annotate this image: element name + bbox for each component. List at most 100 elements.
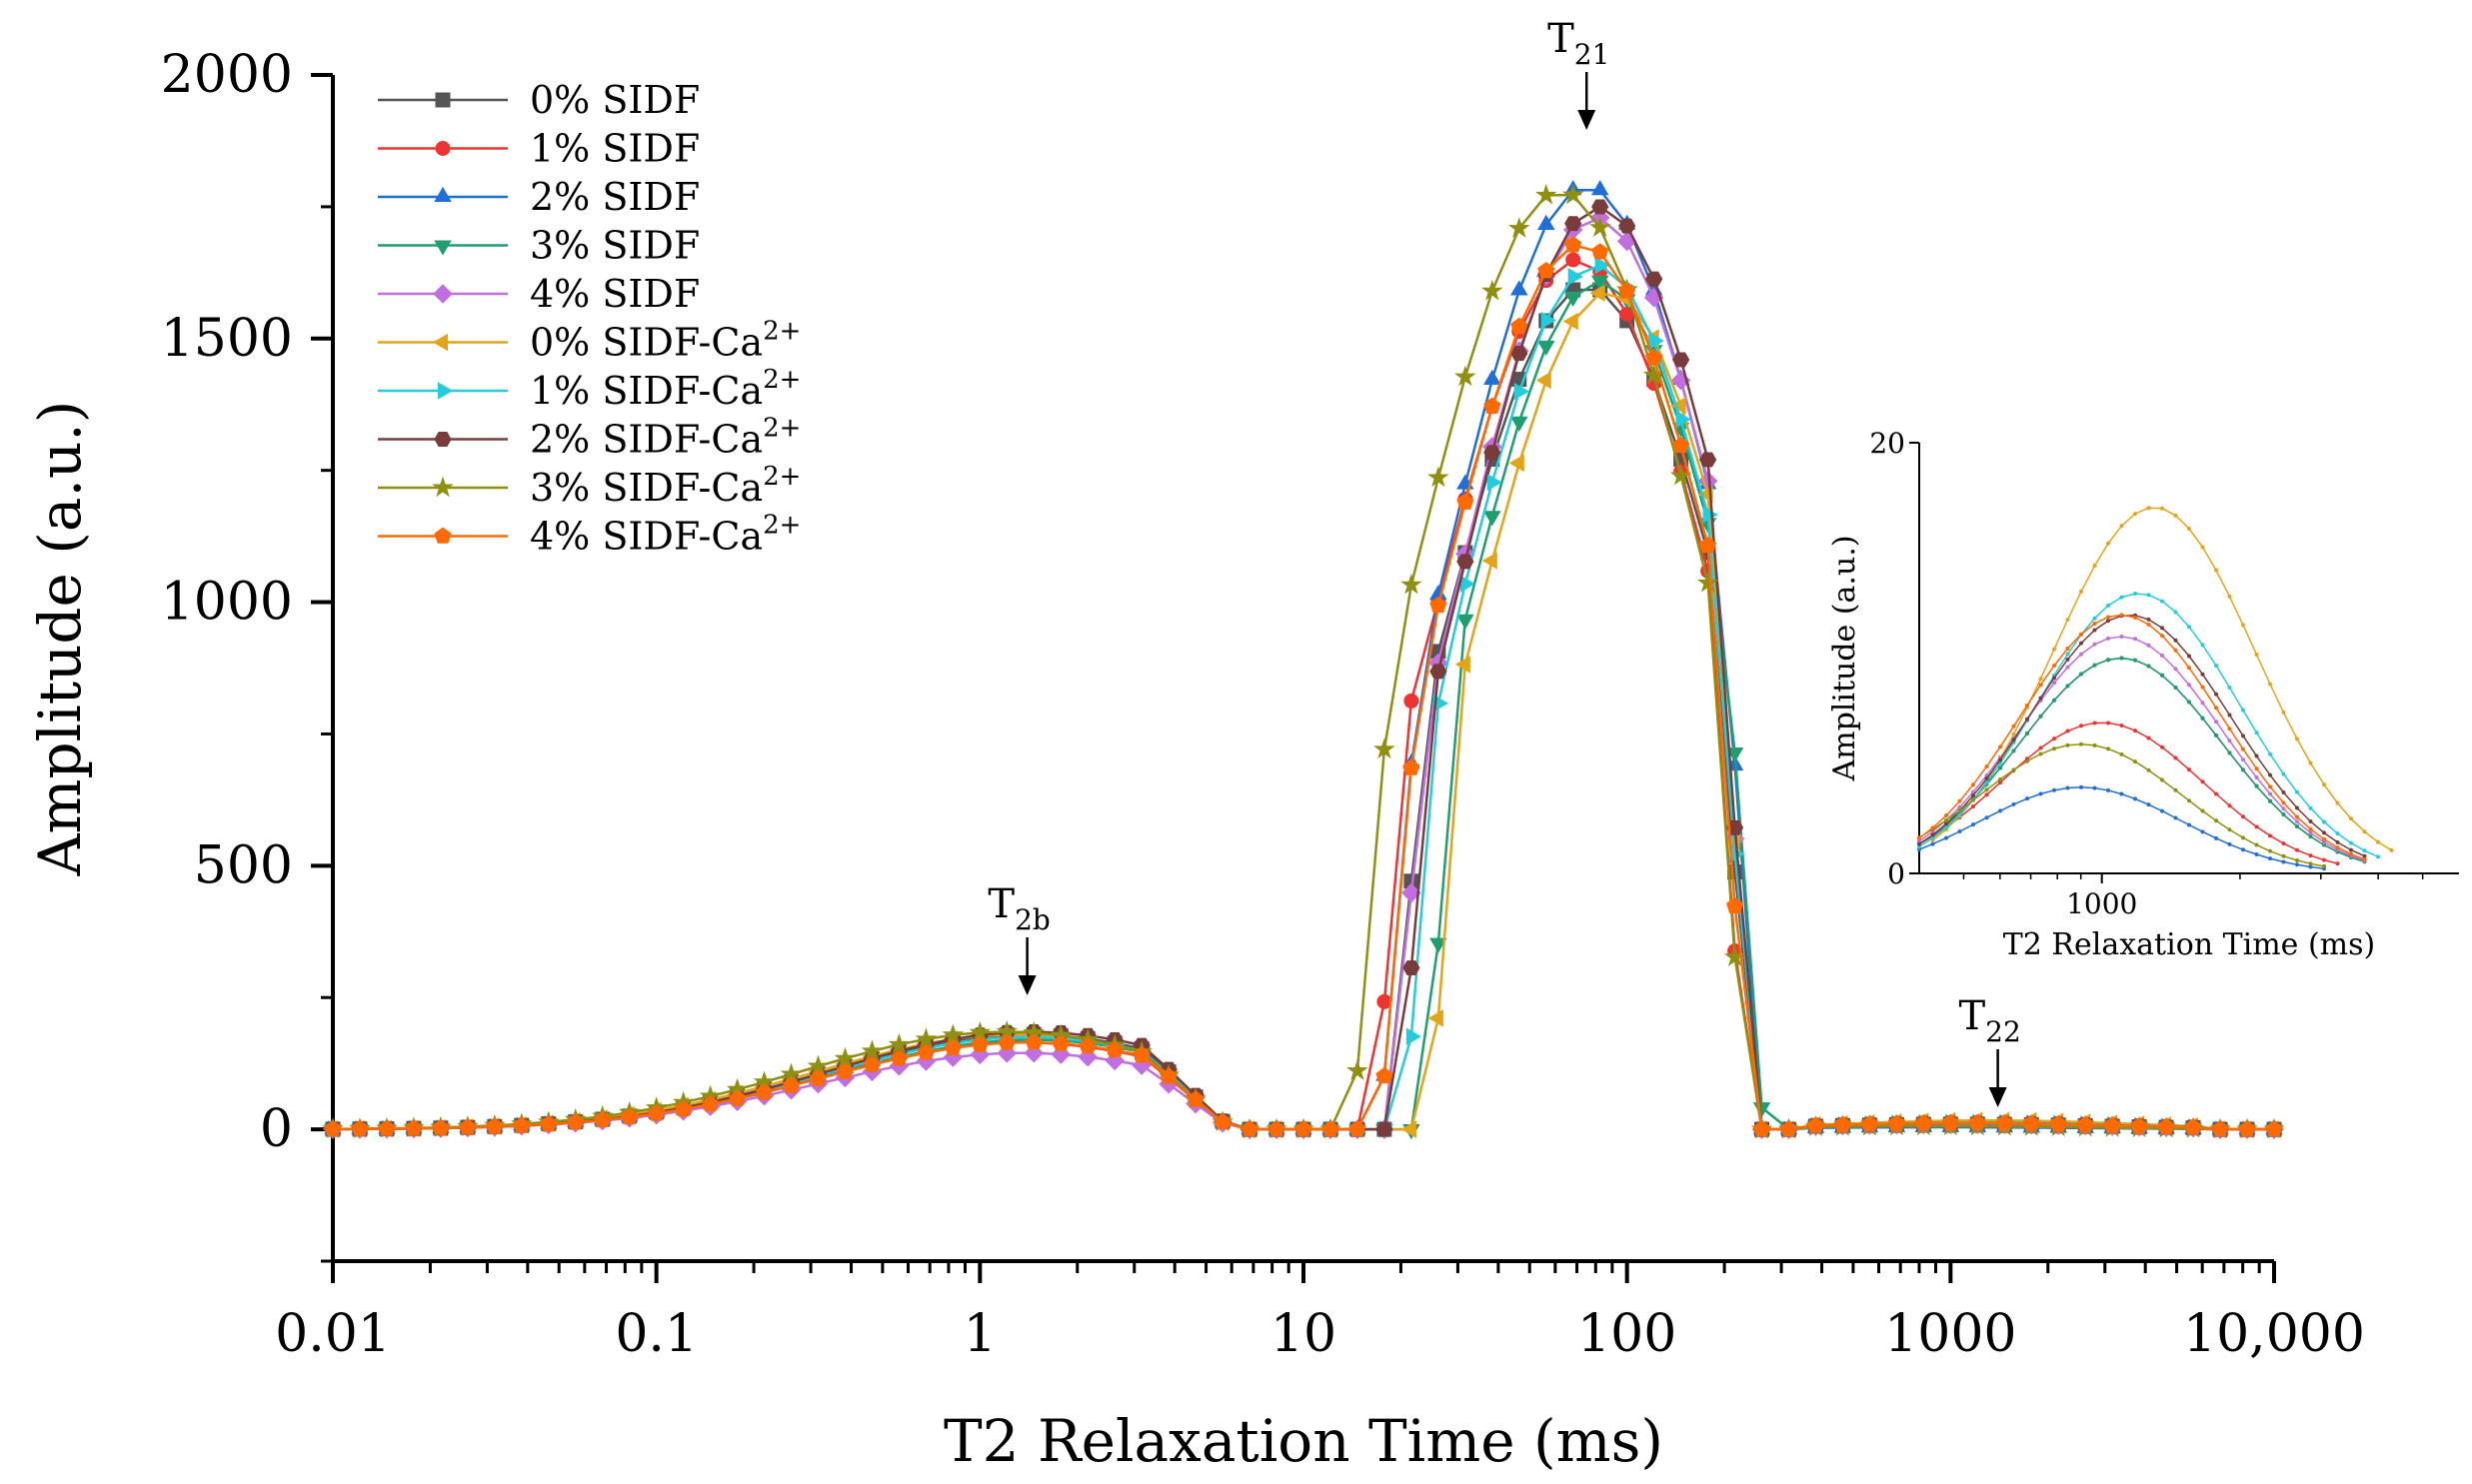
inset-data-point bbox=[2133, 615, 2137, 620]
data-point bbox=[675, 1100, 693, 1117]
inset-data-point bbox=[2187, 625, 2191, 630]
annotation-label: T2b bbox=[988, 881, 1050, 936]
x-tick-label: 0.01 bbox=[275, 1304, 391, 1364]
data-point bbox=[1618, 218, 1636, 234]
annotation-t22: T22 bbox=[1958, 993, 2021, 1107]
inset-data-point bbox=[2376, 854, 2380, 859]
data-point bbox=[405, 1119, 423, 1136]
inset-data-point bbox=[2079, 589, 2083, 594]
legend-label-text: 4% SIDF-Ca bbox=[530, 515, 763, 559]
inset-data-point bbox=[2052, 681, 2056, 686]
data-point bbox=[1429, 596, 1447, 614]
legend-label-text: 3% SIDF-Ca bbox=[530, 466, 763, 510]
inset-data-point bbox=[2254, 731, 2259, 736]
inset-series-2-sidf bbox=[1917, 784, 2326, 871]
legend-marker bbox=[434, 432, 452, 447]
inset-series-3-sidf-ca-2 bbox=[1917, 742, 2326, 868]
inset-data-point bbox=[1917, 844, 1921, 849]
legend-label: 2% SIDF-Ca2+ bbox=[530, 414, 801, 462]
inset-data-point bbox=[2214, 835, 2218, 840]
inset-data-point bbox=[2079, 652, 2083, 657]
inset-series-line bbox=[1918, 615, 2365, 857]
data-point bbox=[1618, 282, 1636, 299]
data-point bbox=[809, 1069, 828, 1086]
inset-data-point bbox=[2268, 833, 2272, 838]
inset-data-point bbox=[1998, 808, 2002, 813]
data-point bbox=[1537, 261, 1555, 279]
inset-data-point bbox=[2281, 841, 2286, 846]
data-point bbox=[1510, 280, 1528, 296]
inset-data-point bbox=[2173, 648, 2178, 653]
data-point bbox=[1590, 180, 1609, 196]
data-point bbox=[729, 1089, 747, 1106]
inset-data-point bbox=[2146, 593, 2151, 598]
data-point bbox=[702, 1095, 720, 1112]
inset-data-point bbox=[2214, 720, 2218, 725]
legend-marker bbox=[435, 92, 451, 108]
series-0-sidf-ca-2 bbox=[322, 284, 2280, 1138]
inset-series-line bbox=[1918, 786, 2325, 870]
inset-data-point bbox=[2160, 634, 2164, 639]
inset-data-point bbox=[2254, 653, 2259, 658]
data-point bbox=[1375, 1066, 1393, 1084]
inset-data-point bbox=[2376, 839, 2380, 844]
data-point bbox=[1400, 1120, 1416, 1138]
inset-data-point bbox=[2092, 628, 2097, 633]
inset-series-line bbox=[1918, 722, 2338, 864]
inset-data-point bbox=[2349, 840, 2353, 845]
inset-data-point bbox=[2187, 683, 2191, 688]
data-point bbox=[2184, 1118, 2202, 1135]
data-point bbox=[1432, 695, 1448, 713]
annotation-t2b: T2b bbox=[988, 881, 1051, 995]
inset-data-point bbox=[2200, 716, 2205, 721]
data-point bbox=[1887, 1114, 1905, 1131]
legend-item: 4% SIDF bbox=[378, 272, 700, 316]
inset-data-point bbox=[2214, 706, 2218, 711]
inset-series-3-sidf bbox=[1917, 656, 2367, 864]
data-point bbox=[917, 1043, 935, 1060]
inset-data-point bbox=[2065, 618, 2070, 623]
data-point bbox=[1106, 1040, 1124, 1058]
data-point bbox=[648, 1104, 666, 1121]
inset-data-point bbox=[2173, 610, 2178, 615]
inset-data-point bbox=[2200, 701, 2205, 706]
data-point bbox=[1321, 1120, 1339, 1137]
inset-data-point bbox=[1971, 793, 1975, 798]
inset-data-point bbox=[2268, 856, 2272, 861]
legend-label-text: 1% SIDF bbox=[530, 127, 700, 171]
y-tick-label: 1000 bbox=[161, 573, 293, 633]
inset-data-point bbox=[2092, 642, 2097, 647]
data-point bbox=[1537, 214, 1555, 230]
inset-data-point bbox=[2349, 816, 2353, 821]
inset-data-point bbox=[2160, 599, 2164, 604]
annotation-label: T21 bbox=[1547, 16, 1609, 71]
inset-data-point bbox=[2133, 591, 2137, 596]
inset-data-point bbox=[2227, 739, 2232, 743]
data-point bbox=[1645, 271, 1663, 287]
data-point bbox=[324, 1119, 342, 1137]
inset-data-point bbox=[2254, 842, 2259, 847]
data-point bbox=[1567, 268, 1583, 286]
inset-data-point bbox=[2295, 789, 2299, 794]
data-point bbox=[1401, 882, 1421, 903]
inset-y-tick-label: 0 bbox=[1887, 857, 1905, 890]
legend-marker bbox=[434, 240, 452, 256]
data-point bbox=[1079, 1036, 1097, 1054]
inset-data-point bbox=[2268, 682, 2272, 687]
inset-data-point bbox=[2065, 729, 2070, 734]
data-point bbox=[1481, 552, 1497, 570]
inset-data-point bbox=[2092, 621, 2097, 626]
inset-series-line bbox=[1918, 657, 2365, 863]
legend-item: 0% SIDF-Ca2+ bbox=[378, 317, 801, 365]
inset-data-point bbox=[1930, 825, 1935, 830]
data-point bbox=[1402, 758, 1420, 775]
legend-label: 0% SIDF bbox=[530, 78, 700, 122]
data-point bbox=[1589, 284, 1605, 302]
inset-data-point bbox=[2308, 826, 2313, 831]
data-point bbox=[2238, 1120, 2256, 1137]
inset-series-4-sidf bbox=[1917, 634, 2367, 863]
legend-marker bbox=[434, 186, 452, 203]
inset-data-point bbox=[2187, 822, 2191, 827]
inset-data-point bbox=[2214, 663, 2218, 668]
inset-data-point bbox=[2173, 787, 2178, 792]
